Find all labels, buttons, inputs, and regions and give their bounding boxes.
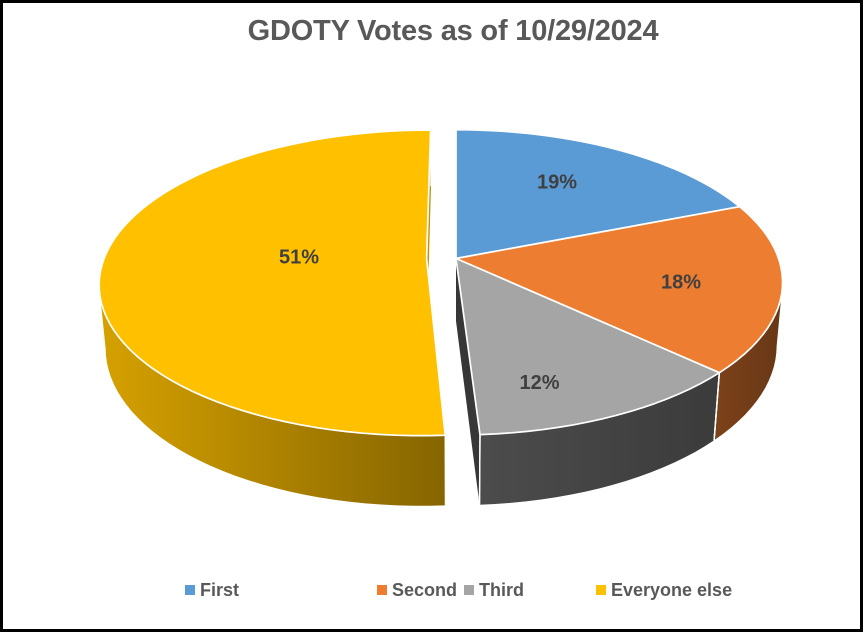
wall-edge-highlight	[478, 434, 481, 505]
slice-2-cut-face	[456, 258, 480, 505]
data-label-third: 12%	[519, 372, 559, 394]
pie-data-labels: 19% 18% 12% 51%	[279, 172, 701, 395]
data-label-everyone-else: 51%	[279, 247, 319, 269]
data-label-first: 19%	[537, 172, 577, 194]
slice-1-outer-wall	[714, 282, 783, 441]
pie-chart: 19% 18% 12% 51%	[98, 128, 784, 506]
slice-1-top	[455, 205, 784, 374]
slice-3-top	[98, 129, 447, 437]
slice-2-top	[455, 257, 721, 436]
slice-3-outer-wall	[99, 285, 446, 506]
slice-0-top	[455, 128, 741, 260]
data-label-second: 18%	[661, 272, 701, 294]
chart-title: GDOTY Votes as of 10/29/2024	[247, 15, 659, 47]
slice-2-outer-wall	[479, 372, 720, 505]
wall-edge-highlight	[713, 372, 721, 441]
pie-slices	[98, 128, 784, 437]
